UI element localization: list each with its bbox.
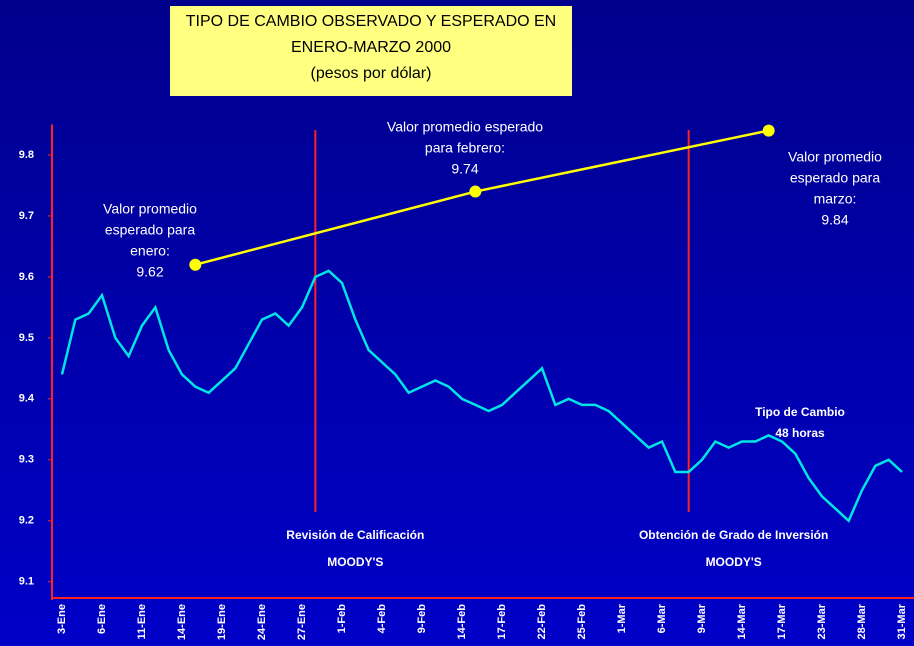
annotation: esperado para — [105, 222, 196, 238]
event-label: Revisión de Calificación — [286, 528, 424, 542]
x-tick-label: 25-Feb — [576, 604, 588, 640]
x-tick-label: 6-Ene — [96, 604, 108, 634]
expected-point — [762, 124, 775, 137]
value-label: 9.84 — [821, 212, 848, 228]
y-tick-label: 9.8 — [19, 149, 34, 161]
x-tick-label: 6-Mar — [656, 603, 668, 633]
annotation: Valor promedio — [103, 201, 197, 217]
event-label: MOODY'S — [706, 555, 762, 569]
annotation: Tipo de Cambio — [755, 405, 845, 419]
expected-point — [189, 258, 202, 271]
observed-line — [60, 269, 903, 523]
value-label: 9.74 — [451, 161, 478, 177]
value-label: 9.62 — [136, 264, 163, 280]
x-tick-label: 17-Feb — [496, 604, 508, 640]
chart-title: ENERO-MARZO 2000 — [291, 39, 451, 56]
x-tick-label: 31-Mar — [896, 603, 908, 639]
x-tick-label: 9-Mar — [696, 603, 708, 633]
x-tick-label: 14-Ene — [176, 604, 188, 640]
annotation: Valor promedio — [788, 149, 882, 165]
event-label: Obtención de Grado de Inversión — [639, 528, 828, 542]
chart-title: (pesos por dólar) — [311, 65, 432, 82]
annotation: Valor promedio esperado — [387, 119, 543, 135]
annotation: enero: — [130, 243, 170, 259]
x-tick-label: 19-Ene — [216, 604, 228, 640]
x-tick-label: 9-Feb — [416, 604, 428, 634]
annotation: para febrero: — [425, 140, 505, 156]
chart-title: TIPO DE CAMBIO OBSERVADO Y ESPERADO EN — [186, 13, 556, 30]
annotation: marzo: — [814, 191, 857, 207]
x-tick-label: 11-Ene — [136, 604, 148, 639]
x-tick-label: 17-Mar — [776, 603, 788, 639]
x-tick-label: 14-Mar — [736, 603, 748, 639]
annotation: 48 horas — [775, 426, 825, 440]
y-tick-label: 9.1 — [19, 576, 34, 588]
x-tick-label: 23-Mar — [816, 603, 828, 639]
title-box — [170, 6, 572, 96]
x-tick-label: 14-Feb — [456, 604, 468, 640]
x-tick-label: 1-Mar — [616, 603, 628, 633]
event-label: MOODY'S — [327, 555, 383, 569]
annotation: esperado para — [790, 170, 881, 186]
y-tick-label: 9.5 — [19, 332, 34, 344]
y-tick-label: 9.7 — [19, 210, 34, 222]
x-tick-label: 27-Ene — [296, 604, 308, 640]
y-tick-label: 9.6 — [19, 271, 34, 283]
expected-point — [469, 185, 482, 198]
x-tick-label: 3-Ene — [56, 604, 68, 634]
y-tick-label: 9.3 — [19, 454, 34, 466]
x-tick-label: 28-Mar — [856, 603, 868, 639]
y-tick-label: 9.2 — [19, 515, 34, 527]
x-tick-label: 22-Feb — [536, 604, 548, 640]
x-tick-label: 24-Ene — [256, 604, 268, 640]
y-tick-label: 9.4 — [19, 393, 35, 405]
x-tick-label: 1-Feb — [336, 604, 348, 634]
x-tick-label: 4-Feb — [376, 604, 388, 634]
